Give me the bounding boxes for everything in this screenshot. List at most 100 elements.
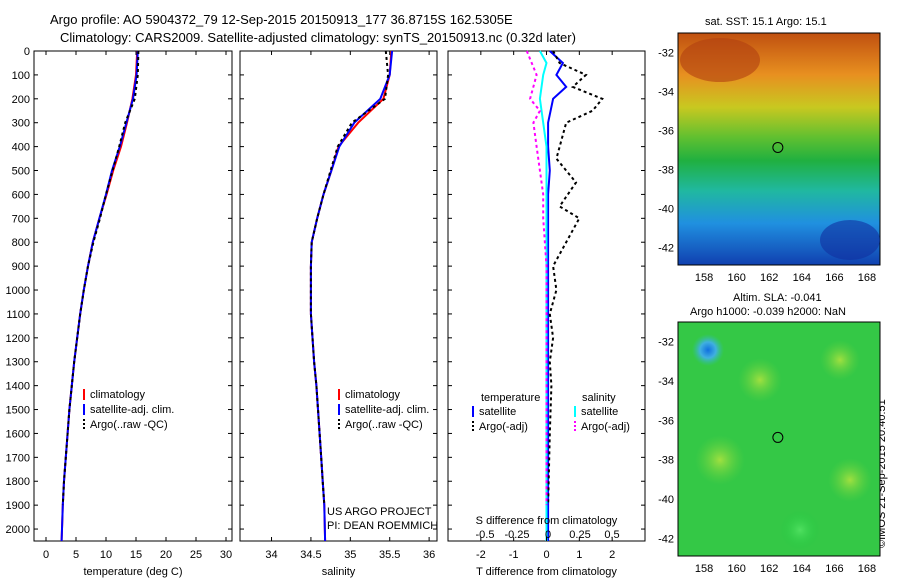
legend-entry: satellite-adj. clim. (345, 404, 429, 416)
map-x-tick-label: 162 (760, 563, 778, 575)
map-x-tick-label: 158 (695, 563, 713, 575)
legend-entry: climatology (90, 389, 146, 401)
x-tick-label: 34 (265, 549, 277, 561)
x-tick-label: 2 (609, 549, 615, 561)
legend-entry: Argo(-adj) (479, 421, 528, 433)
sla-blob (738, 358, 782, 402)
sla-map-title-line2: Argo h1000: -0.039 h2000: NaN (690, 306, 846, 318)
y-tick-label: 1700 (6, 452, 30, 464)
legend-header-temperature: temperature (481, 392, 540, 404)
legend-entry: Argo(..raw -QC) (345, 419, 423, 431)
map-x-tick-label: 168 (858, 272, 876, 284)
series-line-satellite-adj--clim- (309, 50, 394, 542)
s-difference-axis-label: S difference from climatology (476, 515, 618, 527)
series-line-argo--adj- (547, 50, 604, 506)
series-line-argo---raw--qc- (61, 50, 140, 506)
map-x-tick-label: 160 (727, 563, 745, 575)
series-line-argo---raw--qc- (309, 50, 390, 506)
sla-map (677, 321, 881, 557)
x-tick-label: 0 (43, 549, 49, 561)
x-tick-label: 35 (344, 549, 356, 561)
legend-header-salinity: salinity (582, 392, 616, 404)
map-y-tick-label: -32 (658, 337, 674, 349)
map-x-tick-label: 168 (858, 563, 876, 575)
sst-warm-patch (680, 38, 760, 82)
x-tick-label: 25 (190, 549, 202, 561)
x-tick-label: 20 (160, 549, 172, 561)
sla-map-title-line1: Altim. SLA: -0.041 (733, 292, 822, 304)
sla-blob (820, 340, 860, 380)
map-y-tick-label: -38 (658, 455, 674, 467)
map-y-tick-label: -34 (658, 86, 674, 98)
chart-title-line2: Climatology: CARS2009. Satellite-adjuste… (60, 30, 576, 45)
y-tick-label: 1400 (6, 381, 30, 393)
pi-label: PI: DEAN ROEMMICH (327, 520, 438, 532)
s-difference-tick-label: 0.25 (569, 529, 590, 541)
y-tick-label: 900 (12, 261, 30, 273)
project-label: US ARGO PROJECT (327, 506, 432, 518)
y-tick-label: 1900 (6, 500, 30, 512)
legend-entry: satellite (479, 406, 516, 418)
x-tick-label: 36 (423, 549, 435, 561)
x-tick-label: 30 (220, 549, 232, 561)
map-x-tick-label: 162 (760, 272, 778, 284)
x-tick-label: 35.5 (379, 549, 400, 561)
sst-map (677, 32, 881, 266)
x-axis-label: salinity (322, 566, 356, 578)
y-tick-label: 1500 (6, 405, 30, 417)
x-tick-label: 0 (543, 549, 549, 561)
y-tick-label: 700 (12, 213, 30, 225)
x-axis-label: T difference from climatology (476, 566, 617, 578)
x-tick-label: -1 (509, 549, 519, 561)
map-x-tick-label: 166 (825, 272, 843, 284)
sst-cold-patch (820, 220, 880, 260)
y-tick-label: 1000 (6, 285, 30, 297)
x-tick-label: 15 (130, 549, 142, 561)
legend-entry: Argo(..raw -QC) (90, 419, 168, 431)
y-tick-label: 0 (24, 46, 30, 58)
sla-blob (828, 458, 872, 502)
y-tick-label: 1100 (6, 309, 30, 321)
x-tick-label: 5 (73, 549, 79, 561)
map-y-tick-label: -34 (658, 376, 674, 388)
map-y-tick-label: -38 (658, 164, 674, 176)
y-tick-label: 300 (12, 118, 30, 130)
x-tick-label: 1 (576, 549, 582, 561)
sla-argo-location-marker (772, 431, 784, 443)
y-tick-label: 1600 (6, 428, 30, 440)
profile-panel-frame (239, 50, 438, 542)
map-x-tick-label: 158 (695, 272, 713, 284)
map-x-tick-label: 164 (793, 272, 811, 284)
y-tick-label: 1800 (6, 476, 30, 488)
map-x-tick-label: 164 (793, 563, 811, 575)
legend-entry: Argo(-adj) (581, 421, 630, 433)
x-tick-label: 34.5 (300, 549, 321, 561)
sst-argo-location-marker (772, 141, 784, 153)
map-y-tick-label: -40 (658, 203, 674, 215)
x-tick-label: -2 (476, 549, 486, 561)
x-axis-label: temperature (deg C) (83, 566, 182, 578)
y-tick-label: 600 (12, 189, 30, 201)
y-tick-label: 1300 (6, 357, 30, 369)
y-tick-label: 400 (12, 142, 30, 154)
profile-panel-frame (33, 50, 233, 542)
map-y-tick-label: -42 (658, 242, 674, 254)
series-line-argo--adj- (525, 50, 548, 506)
map-y-tick-label: -36 (658, 415, 674, 427)
legend-entry: satellite-adj. clim. (90, 404, 174, 416)
s-difference-tick-label: -0.5 (476, 529, 495, 541)
y-tick-label: 1200 (6, 333, 30, 345)
s-difference-tick-label: 0 (545, 529, 551, 541)
map-y-tick-label: -40 (658, 494, 674, 506)
chart-title-line1: Argo profile: AO 5904372_79 12-Sep-2015 … (50, 12, 513, 27)
y-tick-label: 2000 (6, 524, 30, 536)
map-y-tick-label: -32 (658, 47, 674, 59)
legend-entry: satellite (581, 406, 618, 418)
y-tick-label: 100 (12, 70, 30, 82)
x-tick-label: 10 (100, 549, 112, 561)
y-tick-label: 500 (12, 166, 30, 178)
y-tick-label: 800 (12, 237, 30, 249)
sla-blob (695, 435, 745, 485)
map-y-tick-label: -42 (658, 533, 674, 545)
